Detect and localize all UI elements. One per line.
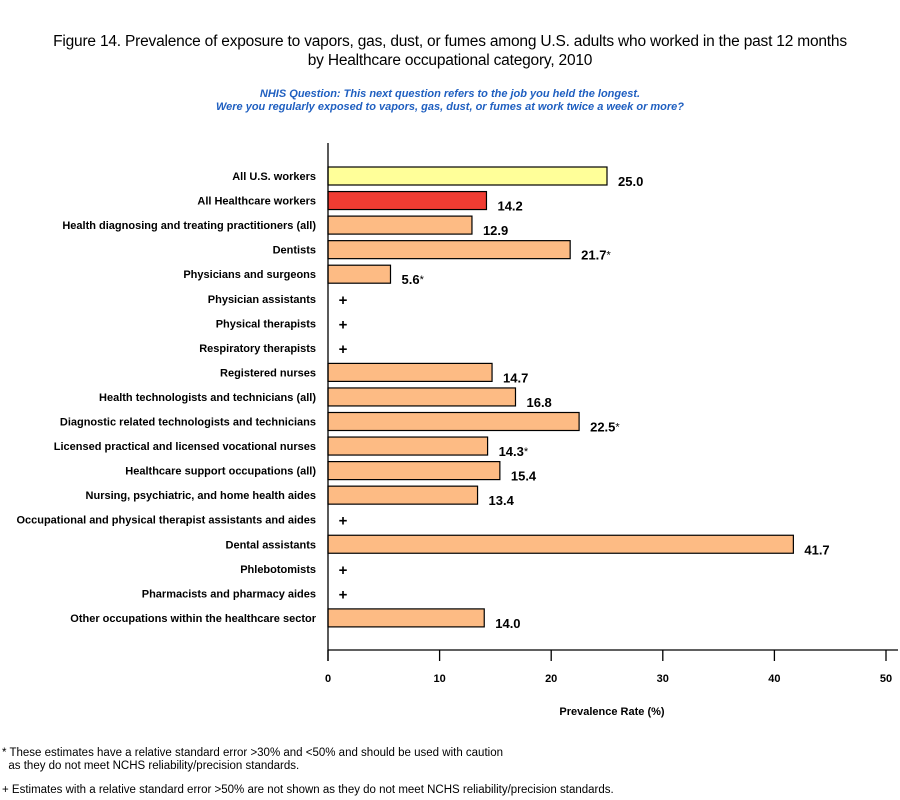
footnotes: * These estimates have a relative standa… bbox=[2, 747, 614, 797]
bar-dentists bbox=[327, 240, 571, 260]
x-tick-label-50: 50 bbox=[880, 673, 892, 685]
category-label-health-technologists-and-technicians-all: Health technologists and technicians (al… bbox=[99, 392, 316, 404]
category-label-health-diagnosing-and-treating-practitioners-all: Health diagnosing and treating practitio… bbox=[62, 220, 316, 232]
footnote-plus: + Estimates with a relative standard err… bbox=[2, 784, 614, 796]
footnote-star-line-1: * These estimates have a relative standa… bbox=[2, 747, 503, 759]
bar-health-technologists-and-technicians-all bbox=[327, 387, 517, 407]
category-label-diagnostic-related-technologists-and-technicians: Diagnostic related technologists and tec… bbox=[60, 417, 316, 429]
value-labels-group: 25.0 14.2 12.9 21.7* 5.6* + + +14.7 16.8 22.5* 14.… bbox=[339, 174, 830, 631]
value-label-licensed-practical-and-licensed-vocational-nurses: 14.3* bbox=[499, 444, 529, 459]
category-label-licensed-practical-and-licensed-vocational-nurses: Licensed practical and licensed vocation… bbox=[54, 441, 316, 453]
survey-question-line-1: NHIS Question: This next question refers… bbox=[259, 88, 641, 100]
suppressed-marker-physician-assistants: + bbox=[339, 292, 348, 309]
bar-other-occupations-within-the-healthcare-sector bbox=[327, 608, 485, 628]
category-label-other-occupations-within-the-healthcare-sector: Other occupations within the healthcare … bbox=[70, 613, 316, 625]
value-label-all-healthcare-workers: 14.2 bbox=[497, 199, 522, 214]
axes-group: 0 10 20 30 40 50 bbox=[325, 143, 898, 685]
suppressed-marker-physical-therapists: + bbox=[339, 316, 348, 333]
value-label-nursing-psychiatric-and-home-health-aides: 13.4 bbox=[489, 493, 515, 508]
bar-healthcare-support-occupations-all bbox=[327, 461, 501, 481]
bar-dental-assistants bbox=[327, 534, 794, 554]
chart-title-line-1: Figure 14. Prevalence of exposure to vap… bbox=[53, 33, 847, 50]
bars-group bbox=[327, 166, 794, 628]
category-labels-group: All U.S. workers All Healthcare workers He… bbox=[16, 171, 316, 625]
bar-registered-nurses bbox=[327, 362, 493, 382]
x-axis-title: Prevalence Rate (%) bbox=[559, 706, 664, 718]
suppressed-marker-occupational-and-physical-therapist-assistants-and-aides: + bbox=[339, 513, 348, 530]
category-label-nursing-psychiatric-and-home-health-aides: Nursing, psychiatric, and home health ai… bbox=[86, 490, 316, 502]
bar-nursing-psychiatric-and-home-health-aides bbox=[327, 485, 479, 505]
value-label-healthcare-support-occupations-all: 15.4 bbox=[511, 469, 537, 484]
value-label-all-u-s-workers: 25.0 bbox=[618, 174, 643, 189]
value-label-other-occupations-within-the-healthcare-sector: 14.0 bbox=[495, 616, 520, 631]
survey-question: NHIS Question: This next question refers… bbox=[0, 88, 900, 114]
category-label-dental-assistants: Dental assistants bbox=[226, 539, 316, 551]
bar-all-healthcare-workers bbox=[327, 190, 488, 211]
x-tick-label-10: 10 bbox=[433, 673, 445, 685]
category-label-occupational-and-physical-therapist-assistants-and-aides: Occupational and physical therapist assi… bbox=[16, 515, 316, 527]
chart-title: Figure 14. Prevalence of exposure to vap… bbox=[0, 32, 900, 70]
category-label-registered-nurses: Registered nurses bbox=[220, 367, 316, 379]
category-label-physician-assistants: Physician assistants bbox=[208, 294, 316, 306]
value-label-registered-nurses: 14.7 bbox=[503, 370, 528, 385]
chart-title-line-2: by Healthcare occupational category, 201… bbox=[307, 52, 593, 69]
bar-health-diagnosing-and-treating-practitioners-all bbox=[327, 215, 473, 235]
category-label-phlebotomists: Phlebotomists bbox=[240, 564, 316, 576]
bar-diagnostic-related-technologists-and-technicians bbox=[327, 411, 580, 432]
value-label-dentists: 21.7* bbox=[581, 248, 611, 263]
caution-flag: * bbox=[524, 446, 529, 458]
suppressed-marker-phlebotomists: + bbox=[339, 562, 348, 579]
value-label-diagnostic-related-technologists-and-technicians: 22.5* bbox=[590, 420, 620, 435]
bar-all-u-s-workers bbox=[327, 166, 608, 186]
suppressed-marker-respiratory-therapists: + bbox=[339, 341, 348, 358]
category-label-respiratory-therapists: Respiratory therapists bbox=[199, 343, 316, 355]
value-label-health-technologists-and-technicians-all: 16.8 bbox=[526, 395, 551, 410]
x-tick-label-40: 40 bbox=[768, 673, 780, 685]
caution-flag: * bbox=[606, 250, 611, 262]
caution-flag: * bbox=[615, 422, 620, 434]
bar-physicians-and-surgeons bbox=[327, 264, 392, 284]
x-tick-label-0: 0 bbox=[325, 673, 331, 685]
survey-question-line-2: Were you regularly exposed to vapors, ga… bbox=[215, 101, 685, 113]
suppressed-marker-pharmacists-and-pharmacy-aides: + bbox=[339, 586, 348, 603]
caution-flag: * bbox=[420, 274, 425, 286]
value-label-health-diagnosing-and-treating-practitioners-all: 12.9 bbox=[483, 223, 508, 238]
bar-licensed-practical-and-licensed-vocational-nurses bbox=[327, 436, 489, 456]
category-label-all-healthcare-workers: All Healthcare workers bbox=[197, 196, 316, 208]
footnote-star-line-2: as they do not meet NCHS reliability/pre… bbox=[2, 760, 300, 772]
category-label-physical-therapists: Physical therapists bbox=[216, 318, 316, 330]
category-label-healthcare-support-occupations-all: Healthcare support occupations (all) bbox=[125, 466, 316, 478]
bar-chart: All U.S. workers All Healthcare workers He… bbox=[16, 143, 898, 718]
x-tick-label-20: 20 bbox=[545, 673, 557, 685]
category-label-all-u-s-workers: All U.S. workers bbox=[232, 171, 316, 183]
value-label-dental-assistants: 41.7 bbox=[804, 542, 829, 557]
value-label-physicians-and-surgeons: 5.6* bbox=[401, 272, 424, 287]
x-tick-label-30: 30 bbox=[657, 673, 669, 685]
category-label-pharmacists-and-pharmacy-aides: Pharmacists and pharmacy aides bbox=[142, 588, 316, 600]
category-label-dentists: Dentists bbox=[273, 245, 316, 257]
category-label-physicians-and-surgeons: Physicians and surgeons bbox=[183, 269, 316, 281]
